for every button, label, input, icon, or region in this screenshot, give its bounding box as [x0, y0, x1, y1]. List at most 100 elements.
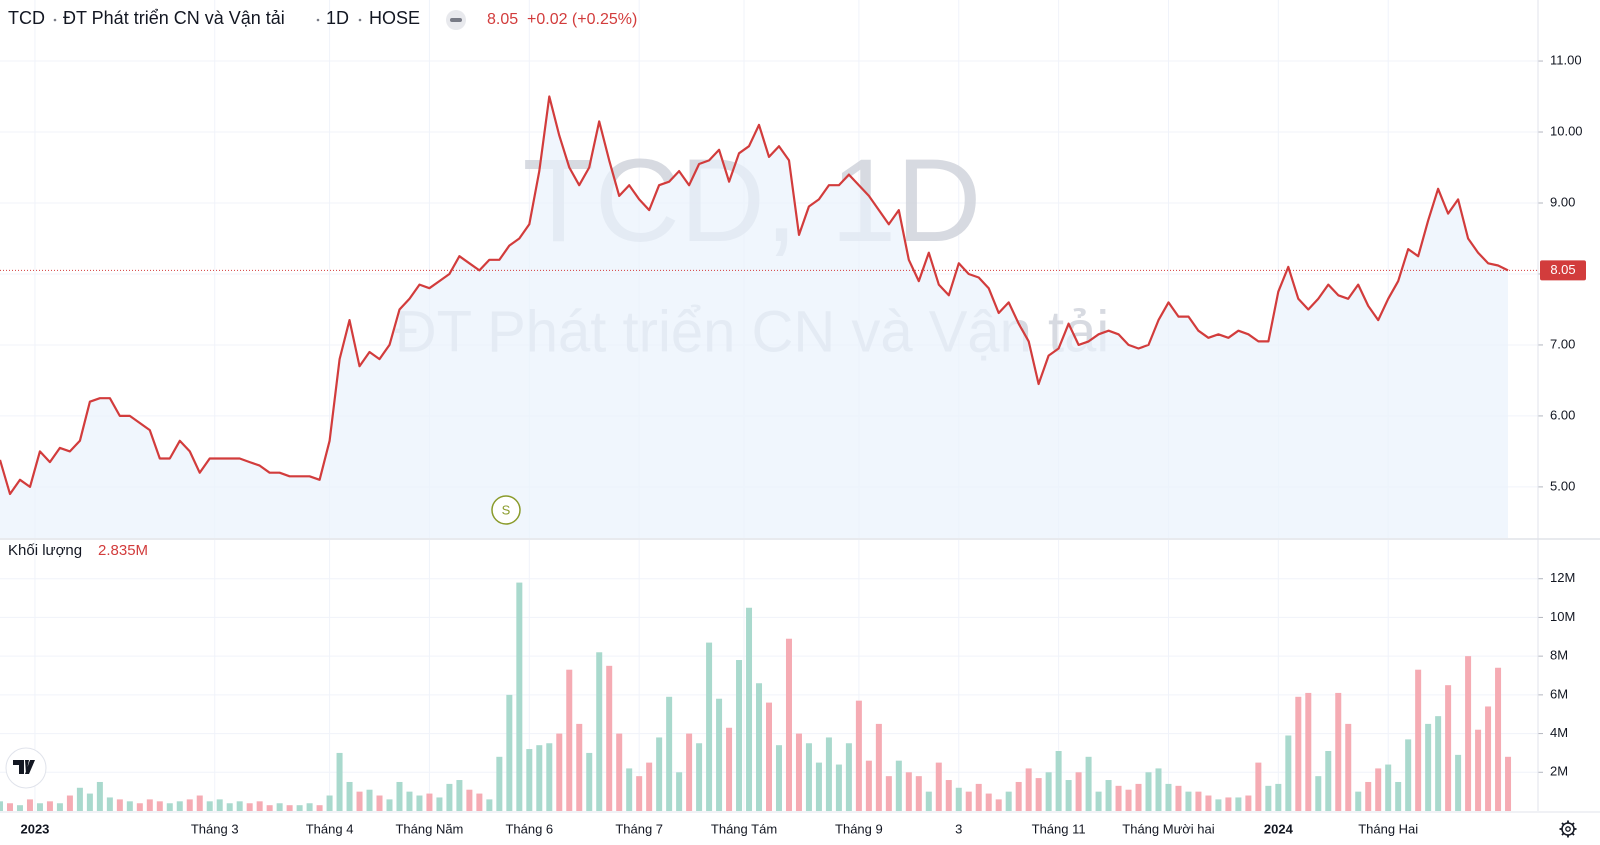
volume-bar: [1255, 762, 1262, 811]
x-tick-label: Tháng Năm: [395, 821, 463, 836]
volume-bar: [346, 781, 353, 811]
volume-bar: [1495, 667, 1502, 811]
volume-bar: [965, 791, 972, 811]
header-separator: [53, 18, 57, 22]
volume-bar: [46, 801, 53, 811]
volume-bar: [1425, 723, 1432, 811]
volume-bar: [676, 772, 683, 811]
volume-bar: [146, 799, 153, 811]
volume-bar: [1505, 756, 1512, 811]
header-interval: 1D: [326, 8, 349, 28]
volume-bar: [696, 743, 703, 811]
volume-bar: [686, 733, 693, 811]
volume-bar: [1235, 797, 1242, 811]
volume-bar: [376, 795, 383, 811]
event-marker: [491, 495, 521, 525]
y-tick-label: 5.00: [1550, 478, 1575, 493]
volume-bar: [1185, 791, 1192, 811]
volume-bar: [1325, 750, 1332, 811]
volume-bar: [855, 700, 862, 811]
y-tick-label: 11.00: [1550, 52, 1582, 67]
volume-bar: [6, 803, 13, 811]
volume-bar: [835, 764, 842, 811]
volume-bar: [1435, 716, 1442, 811]
volume-bar: [1015, 781, 1022, 811]
volume-bar: [845, 743, 852, 811]
settings-tooth: [1571, 832, 1575, 836]
volume-bar: [456, 780, 463, 811]
volume-bar: [1335, 692, 1342, 811]
x-tick-label: Tháng Hai: [1358, 821, 1418, 836]
settings-tooth: [1561, 822, 1565, 826]
header-exchange: HOSE: [369, 8, 420, 28]
volume-bar: [406, 791, 413, 811]
volume-bar: [556, 733, 563, 811]
volume-bar: [815, 762, 822, 811]
header-symbol: TCD: [8, 8, 45, 28]
volume-bar: [1215, 799, 1222, 811]
volume-bar: [586, 752, 593, 811]
volume-bar: [16, 805, 23, 811]
y-tick-label: 4M: [1550, 725, 1568, 740]
volume-bar: [1295, 696, 1302, 811]
volume-bar: [1475, 729, 1482, 811]
volume-bar: [785, 638, 792, 811]
volume-bar: [546, 743, 553, 811]
volume-bar: [296, 805, 303, 811]
volume-bar: [1155, 768, 1162, 811]
volume-bar: [905, 772, 912, 811]
volume-bar: [1375, 768, 1382, 811]
volume-bar: [1045, 772, 1052, 811]
volume-bar: [775, 745, 782, 811]
volume-bar: [666, 696, 673, 811]
volume-bar: [366, 789, 373, 811]
volume-bar: [746, 607, 753, 811]
volume-bar: [766, 702, 772, 811]
volume-bar: [66, 795, 73, 811]
volume-last: 2.835M: [98, 542, 148, 559]
volume-bar: [935, 762, 942, 811]
volume-bar: [416, 795, 423, 811]
volume-bar: [636, 776, 643, 811]
last-price-tag: [1540, 260, 1586, 281]
volume-bar: [1445, 685, 1452, 811]
volume-bar: [96, 781, 103, 811]
volume-bar: [226, 803, 233, 811]
x-tick-label: Tháng 7: [615, 821, 663, 836]
x-tick-label: Tháng 6: [505, 821, 553, 836]
volume-bar: [955, 787, 962, 811]
volume-bar: [736, 660, 743, 811]
volume-bar: [36, 803, 43, 811]
header-change: +0.02 (+0.25%): [527, 11, 637, 28]
volume-bar: [476, 793, 483, 811]
volume-bar: [0, 801, 3, 811]
y-tick-label: 6.00: [1550, 407, 1575, 422]
volume-bar: [1455, 754, 1462, 811]
y-tick-label: 12M: [1550, 570, 1575, 585]
volume-bar: [995, 799, 1002, 811]
volume-bar: [26, 799, 33, 811]
volume-bar: [426, 793, 433, 811]
x-tick-label: Tháng 11: [1032, 821, 1086, 836]
volume-bar: [915, 776, 922, 811]
y-tick-label: 9.00: [1550, 194, 1575, 209]
volume-bar: [1265, 785, 1272, 811]
volume-bar: [706, 642, 713, 811]
volume-bar: [56, 803, 63, 811]
last-price-label: 8.05: [1550, 262, 1575, 277]
volume-bar: [1225, 797, 1232, 811]
logo: [13, 760, 35, 774]
volume-bar: [156, 801, 163, 811]
volume-bar: [656, 737, 663, 811]
volume-bar: [1355, 791, 1362, 811]
x-tick-label: 2023: [20, 821, 49, 836]
x-tick-label: Tháng 3: [191, 821, 239, 836]
volume-bar: [116, 799, 123, 811]
x-tick-label: Tháng 4: [306, 821, 354, 836]
settings-icon[interactable]: [1559, 820, 1577, 838]
volume-bar: [1385, 764, 1392, 811]
volume-bar: [466, 789, 473, 811]
volume-bar: [316, 805, 323, 811]
volume-bar: [825, 737, 832, 811]
